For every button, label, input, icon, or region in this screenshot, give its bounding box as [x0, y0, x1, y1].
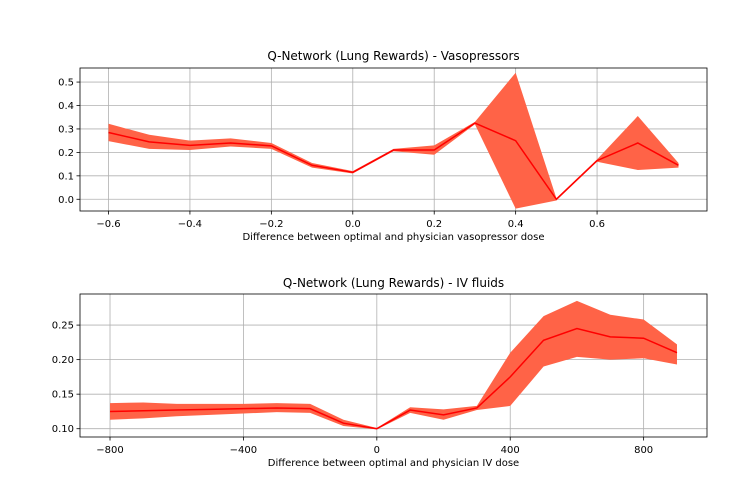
- vasopressors-chart: Q-Network (Lung Rewards) - Vasopressors …: [58, 49, 708, 243]
- x-tick-label: −800: [96, 445, 123, 456]
- x-tick-label: 400: [501, 445, 520, 456]
- x-tick-label: −0.2: [259, 219, 283, 230]
- x-tick-label: 0.2: [426, 219, 442, 230]
- confidence-band: [108, 72, 679, 209]
- y-tick-label: 0.1: [58, 171, 74, 182]
- y-tick-label: 0.4: [58, 101, 74, 112]
- x-tick-label: −400: [230, 445, 257, 456]
- series-line: [108, 122, 679, 201]
- x-tick-label: 800: [634, 445, 653, 456]
- series-line: [110, 327, 678, 430]
- x-tick-label: −0.4: [178, 219, 202, 230]
- chart-title: Q-Network (Lung Rewards) - Vasopressors: [267, 49, 519, 63]
- y-tick-label: 0.25: [52, 321, 74, 332]
- chart-title: Q-Network (Lung Rewards) - IV fluids: [283, 276, 504, 290]
- x-tick-label: 0.4: [508, 219, 524, 230]
- x-axis-label: Difference between optimal and physician…: [268, 458, 519, 469]
- x-tick-label: 0.0: [345, 219, 361, 230]
- y-tick-label: 0.3: [58, 124, 74, 135]
- y-tick-label: 0.10: [52, 424, 74, 435]
- y-tick-label: 0.20: [52, 355, 74, 366]
- y-tick-label: 0.15: [52, 390, 74, 401]
- x-tick-label: 0.6: [589, 219, 605, 230]
- y-tick-label: 0.2: [58, 148, 74, 159]
- x-tick-label: 0: [374, 445, 380, 456]
- confidence-band: [110, 300, 677, 430]
- y-tick-label: 0.0: [58, 195, 74, 206]
- y-tick-label: 0.5: [58, 78, 74, 89]
- x-tick-label: −0.6: [96, 219, 120, 230]
- plot-frame: [79, 67, 708, 212]
- x-axis-label: Difference between optimal and physician…: [242, 232, 544, 243]
- plot-frame: [79, 293, 708, 438]
- iv-fluids-chart: Q-Network (Lung Rewards) - IV fluids Dif…: [52, 276, 708, 469]
